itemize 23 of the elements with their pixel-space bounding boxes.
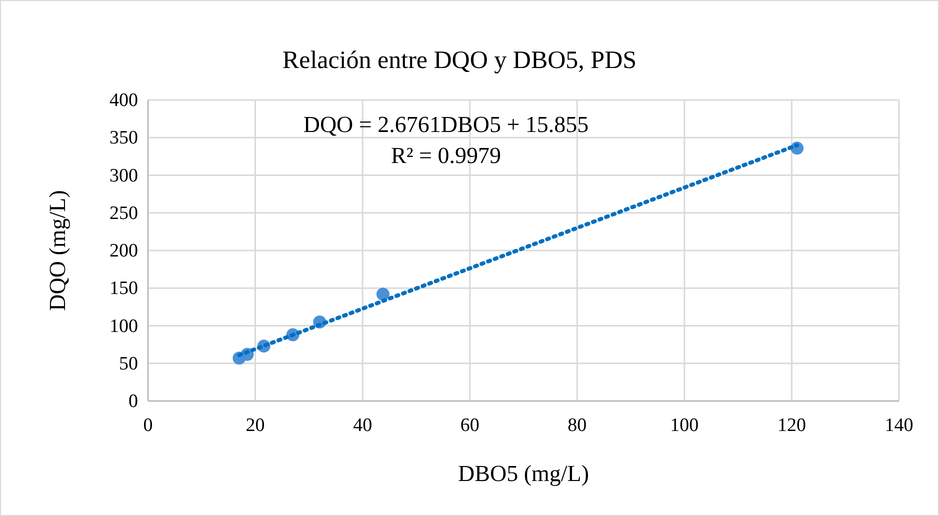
x-tick-label: 120 xyxy=(777,415,806,436)
annotation: R² = 0.9979 xyxy=(391,143,501,168)
y-axis-title: DQO (mg/L) xyxy=(45,190,70,311)
x-tick-label: 20 xyxy=(246,415,265,436)
y-tick-label: 400 xyxy=(110,90,138,111)
y-tick-label: 150 xyxy=(110,278,138,300)
annotation: DQO = 2.6761DBO5 + 15.855 xyxy=(303,112,589,137)
x-axis-title: DBO5 (mg/L) xyxy=(458,461,589,486)
x-tick-label: 0 xyxy=(143,415,153,436)
x-tick-label: 140 xyxy=(884,415,914,436)
x-tick-label: 100 xyxy=(670,415,699,436)
x-tick-label: 80 xyxy=(568,415,587,436)
point xyxy=(376,288,390,301)
x-tick-label: 60 xyxy=(460,415,480,436)
y-tick-label: 250 xyxy=(110,202,138,224)
y-tick-label: 50 xyxy=(119,353,138,374)
y-tick-label: 350 xyxy=(110,128,138,149)
y-tick-label: 100 xyxy=(110,316,138,337)
y-tick-label: 200 xyxy=(110,240,138,262)
x-tick-label: 40 xyxy=(353,415,372,436)
chart-title: Relación entre DQO y DBO5, PDS xyxy=(282,47,637,74)
y-tick-label: 0 xyxy=(128,391,138,412)
y-tick-label: 300 xyxy=(110,165,138,186)
